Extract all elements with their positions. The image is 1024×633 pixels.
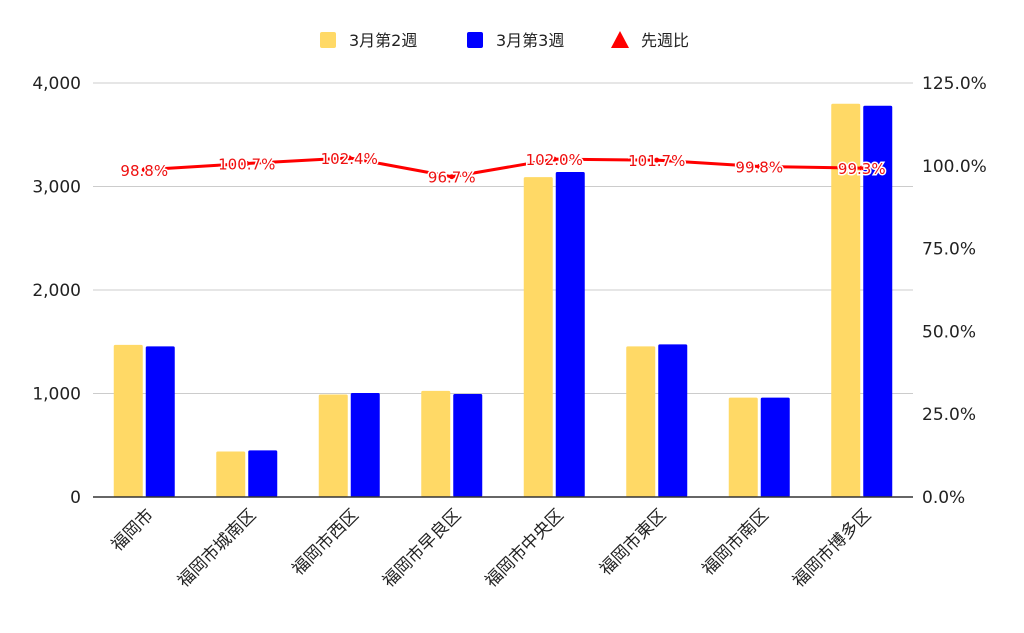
bar-week3 (350, 392, 380, 497)
y-left-tick-label: 4,000 (32, 74, 81, 94)
y-right-tick-label: 100.0% (922, 157, 987, 177)
bars (113, 103, 893, 498)
ratio-data-label: 98.8% (120, 162, 168, 180)
ratio-point (244, 160, 250, 166)
bar-week2 (728, 397, 758, 497)
legend-swatch (467, 32, 483, 48)
ratio-data-label: 96.7% (428, 169, 476, 187)
legend-marker-triangle (611, 31, 629, 48)
y-right-tick-label: 125.0% (922, 74, 987, 94)
bar-week2 (216, 451, 246, 497)
bar-week2 (626, 346, 656, 497)
bar-week2 (831, 103, 861, 497)
y-right-tick-label: 0.0% (922, 488, 965, 508)
ratio-point (859, 165, 865, 171)
ratio-point (141, 167, 147, 173)
legend: 3月第2週 3月第3週 先週比 (320, 31, 689, 50)
ratio-data-label: 99.3% (838, 160, 886, 178)
y-right-tick-label: 25.0% (922, 405, 976, 425)
x-tick-label: 福岡市博多区 (789, 505, 875, 591)
y-right-tick-label: 75.0% (922, 240, 976, 260)
ratio-point (654, 157, 660, 163)
bar-week3 (863, 105, 893, 498)
ratio-data-label: 99.8% (735, 158, 783, 176)
bar-week3 (453, 394, 483, 497)
legend-label: 3月第3週 (496, 31, 564, 50)
ratio-data-label: 102.0% (526, 151, 583, 169)
bar-week2 (318, 394, 348, 497)
y-left-tick-label: 1,000 (32, 385, 81, 405)
bar-week2 (523, 177, 553, 497)
y-left-tick-label: 3,000 (32, 178, 81, 198)
ratio-data-label: 100.7% (218, 155, 275, 173)
y-left-tick-label: 2,000 (32, 281, 81, 301)
ratio-point (551, 156, 557, 162)
ratio-point (449, 174, 455, 180)
gridlines (93, 82, 913, 394)
y-axis-left: 0 1,000 2,000 3,000 4,000 (32, 74, 81, 508)
legend-label: 3月第2週 (349, 31, 417, 50)
bar-week3 (555, 172, 585, 497)
x-tick-label: 福岡市東区 (596, 505, 670, 579)
bar-week2 (421, 390, 451, 497)
ratio-line-path (144, 156, 862, 179)
legend-label: 先週比 (641, 31, 689, 50)
legend-swatch (320, 32, 336, 48)
x-tick-label: 福岡市早良区 (379, 505, 465, 591)
x-tick-label: 福岡市中央区 (482, 505, 568, 591)
y-axis-right: 0.0% 25.0% 50.0% 75.0% 100.0% 125.0% (922, 74, 987, 508)
ratio-point (756, 163, 762, 169)
ratio-line (141, 155, 865, 180)
x-tick-label: 福岡市城南区 (174, 505, 260, 591)
x-tick-label: 福岡市西区 (289, 505, 363, 579)
x-tick-label: 福岡市南区 (699, 505, 773, 579)
bar-week3 (145, 346, 175, 497)
ratio-point (346, 155, 352, 161)
x-tick-label: 福岡市 (108, 505, 158, 555)
ratio-data-label: 102.4% (321, 150, 378, 168)
y-left-tick-label: 0 (70, 488, 81, 508)
x-axis-labels: 福岡市 福岡市城南区 福岡市西区 福岡市早良区 福岡市中央区 福岡市東区 福岡市南区 福岡市博… (108, 505, 876, 591)
bar-week3 (658, 344, 688, 497)
bar-week3 (760, 397, 790, 497)
ratio-data-label: 101.7% (628, 152, 685, 170)
bar-week2 (113, 344, 143, 497)
ratio-data-labels: 98.8% 100.7% 102.4% 96.7% 102.0% 101.7% 99.8% 9… (119, 148, 887, 188)
y-right-tick-label: 50.0% (922, 322, 976, 342)
bar-week3 (248, 450, 278, 497)
